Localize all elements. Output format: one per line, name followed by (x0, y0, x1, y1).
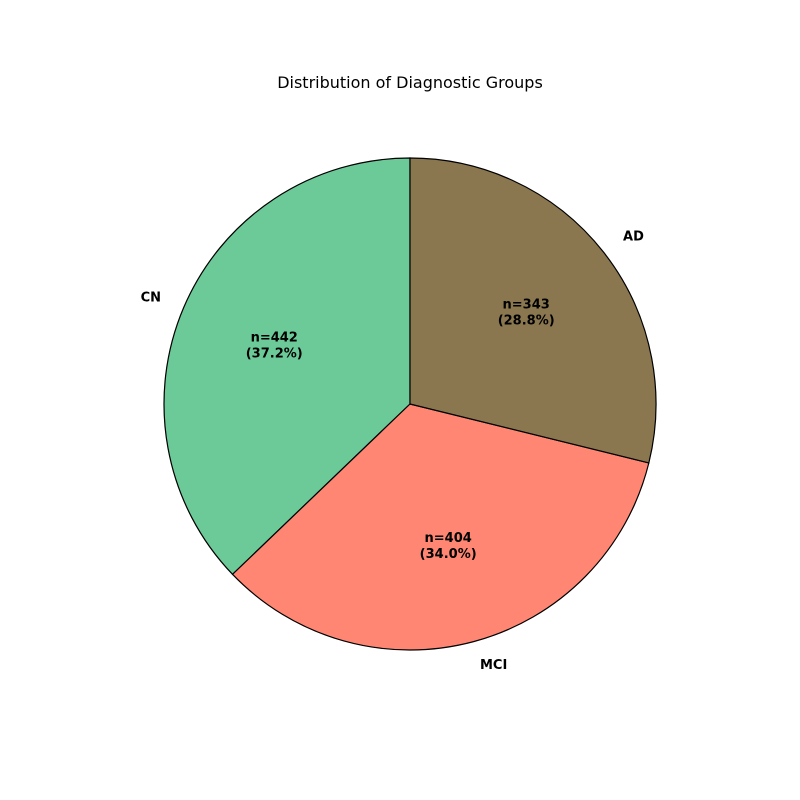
pie-labels: CN n=442(37.2%) MCI n=404(34.0%) AD n=343(28.… (141, 230, 644, 673)
slice-count-mci: n=404 (425, 531, 472, 546)
slice-count-cn: n=442 (251, 331, 298, 346)
chart-title: Distribution of Diagnostic Groups (277, 73, 543, 92)
slice-label-cn: CN (141, 290, 161, 305)
slice-count-ad: n=343 (503, 297, 550, 312)
slice-percent-cn: (37.2%) (246, 347, 303, 362)
pie-slice-ad (409, 157, 657, 464)
pie-slices (163, 157, 657, 651)
slice-percent-ad: (28.8%) (498, 313, 555, 328)
slice-label-mci: MCI (480, 658, 507, 673)
slice-label-ad: AD (623, 230, 644, 245)
slice-percent-mci: (34.0%) (420, 547, 477, 562)
pie-slice-cn (163, 157, 411, 576)
pie-slice-mci (231, 403, 650, 651)
